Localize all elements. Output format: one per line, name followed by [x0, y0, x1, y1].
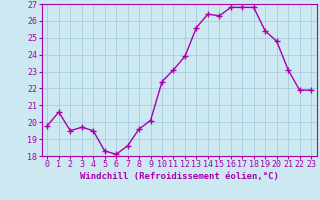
X-axis label: Windchill (Refroidissement éolien,°C): Windchill (Refroidissement éolien,°C) [80, 172, 279, 181]
